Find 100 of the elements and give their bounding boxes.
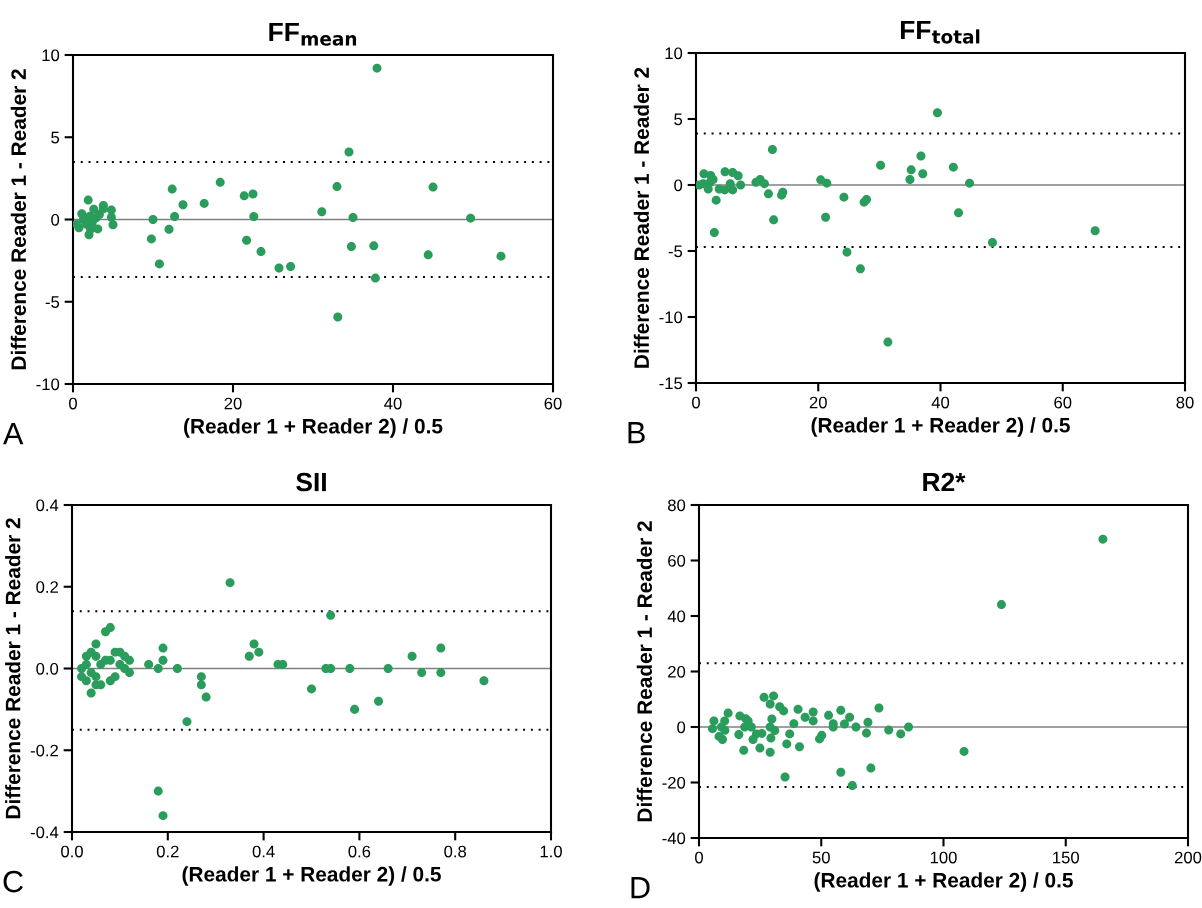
point [821,212,831,222]
point [274,263,284,273]
x-tick-label: 100 [930,851,957,864]
point [369,241,379,251]
point [407,651,417,661]
text: D [631,877,650,899]
point [836,767,846,777]
point [496,251,506,261]
x-tick-label: 150 [1053,851,1079,864]
y-tick-label: -20 [662,776,686,789]
point [86,668,96,678]
point [249,639,259,649]
y-tick-label: 40 [667,610,686,623]
point [81,676,91,686]
point [348,213,358,223]
x-tick-label: 60 [1054,396,1072,409]
point [248,189,258,199]
x-tick-label: 50 [812,851,830,864]
point [714,184,724,194]
point [904,722,914,732]
point [948,162,958,172]
point [201,692,211,702]
chart-title: FF$_{total}$ [900,20,980,44]
x-tick-label: 80 [1176,396,1194,409]
point [959,746,969,756]
x-tick-label: 40 [384,397,402,410]
y-axis-title: Difference Reader 1 - Reader 2 [633,67,650,368]
point [954,208,964,218]
point [876,160,886,170]
point [800,712,810,722]
point [763,189,773,199]
point [839,192,849,202]
point [765,747,775,757]
point [423,250,433,260]
point [436,643,446,653]
point [839,719,849,729]
point [736,180,746,190]
y-tick-label: -5 [668,245,683,258]
y-tick-label: 0.4 [36,499,59,512]
text: B [628,422,645,444]
point [106,212,116,222]
point [172,664,182,673]
point [847,781,857,791]
point [73,219,82,229]
point [793,704,803,714]
y-axis-title: Difference Reader 1 - Reader 2 [636,521,653,822]
x-tick-label: 60 [544,397,562,410]
point [81,659,91,669]
point [851,722,861,732]
point [789,719,799,729]
point [370,273,380,283]
point [855,264,865,274]
x-tick-label: 0.0 [61,845,83,858]
point [199,198,209,208]
point [317,207,327,217]
point [755,743,765,753]
y-tick-label: 10 [42,49,60,62]
point [154,259,164,269]
point [769,691,779,701]
point [346,241,356,251]
point [723,708,733,718]
y-tick-label: 0 [677,721,686,734]
point [372,63,382,73]
point [716,722,726,732]
x-tick-label: 0.2 [156,845,179,858]
y-tick-label: -5 [45,296,60,308]
y-tick-label: -0.2 [30,744,58,757]
point [759,692,769,702]
point [466,213,476,223]
point [884,725,894,735]
point [307,684,316,694]
point [905,174,915,184]
x-tick-label: 0 [692,396,700,409]
point [822,178,832,188]
point [124,668,134,678]
x-tick-label: 20 [809,396,827,409]
point [932,108,942,118]
x-tick-label: 40 [931,396,950,409]
point [124,655,134,665]
point [866,763,876,773]
x-tick-label: 0 [695,851,703,864]
y-tick-label: -10 [36,378,60,391]
y-tick-label: 10 [665,47,683,60]
point [916,151,926,161]
y-axis-title: Difference Reader 1 - Reader 2 [10,69,27,370]
point [725,179,735,189]
point [225,578,235,588]
point [215,177,225,187]
point [333,312,343,322]
point [83,195,93,205]
point [374,696,384,706]
point [417,668,427,678]
point [164,224,174,234]
y-tick-label: 0 [51,213,60,226]
point [748,734,758,744]
text: A [3,423,24,445]
point [734,729,744,739]
point [105,623,115,633]
y-tick-label: 0.2 [36,581,58,593]
point [196,680,206,690]
